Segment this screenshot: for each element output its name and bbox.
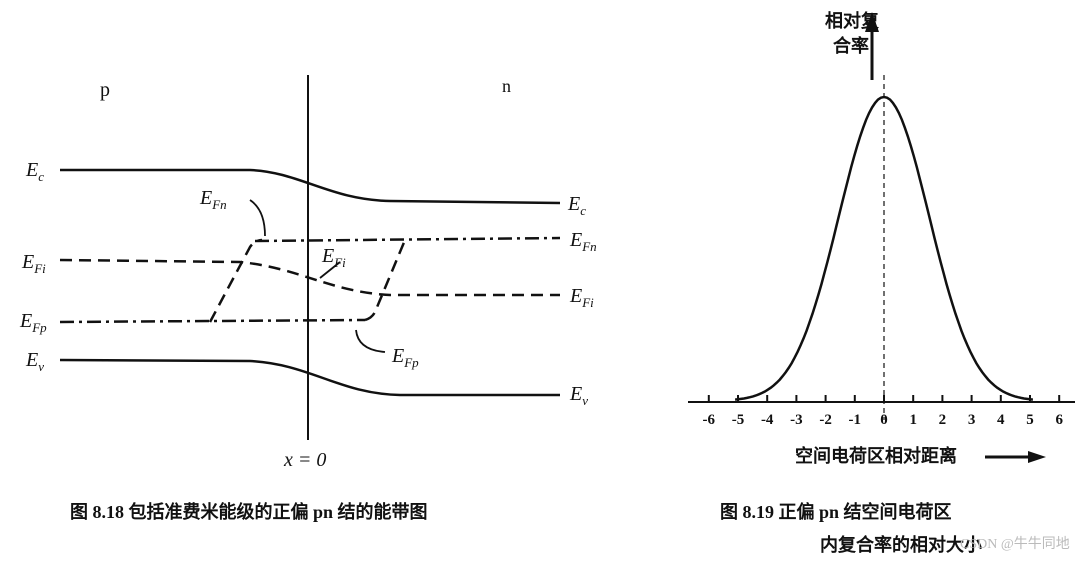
label-main: E [199, 187, 212, 209]
label-sub: Fn [211, 197, 226, 212]
callout [249, 199, 266, 237]
origin-label: x = 0 [283, 449, 326, 471]
callout [355, 329, 386, 353]
label-main: E [321, 245, 334, 267]
efp-line [59, 318, 366, 324]
recombination-diagram: 相对复 合率 空间电荷区相对距离 [688, 10, 1075, 466]
label-main: E [21, 251, 34, 273]
region-label: n [502, 76, 511, 96]
label-sub: c [38, 169, 44, 184]
level-label: EFi [21, 251, 46, 276]
efp-transition [364, 239, 407, 322]
label-main: E [19, 310, 32, 332]
tick-label: -2 [819, 412, 832, 428]
level-label: Ev [569, 383, 588, 408]
efn-transition [208, 238, 263, 323]
label-main: E [25, 159, 38, 181]
ev-line [59, 358, 560, 397]
tick-label: 2 [939, 412, 947, 428]
y-label: 相对复 [825, 10, 880, 31]
caption: 图 8.18 包括准费米能级的正偏 pn 结的能带图 [70, 501, 428, 522]
tick-label: -6 [703, 412, 716, 428]
tick-label: 3 [968, 412, 976, 428]
tick-label: -3 [790, 412, 803, 428]
tick-label: -1 [849, 412, 862, 428]
level-label: EFi [321, 245, 346, 270]
label-main: E [567, 193, 580, 215]
tick-label: 6 [1055, 412, 1063, 428]
level-label: EFp [391, 345, 419, 370]
label-main: E [569, 383, 582, 405]
label-sub: c [580, 203, 586, 218]
ec-line [60, 168, 561, 205]
tick-label: 4 [997, 412, 1005, 428]
y-label: 合率 [833, 35, 869, 56]
tick-label: -5 [732, 412, 745, 428]
rate-curve [734, 95, 1034, 401]
label-main: E [25, 349, 38, 371]
level-label: Ev [25, 349, 44, 374]
callout [319, 261, 341, 279]
caption: 图 8.19 正偏 pn 结空间电荷区 [720, 501, 952, 522]
label-main: E [391, 345, 404, 367]
label-main: E [569, 285, 582, 307]
tick-label: -4 [761, 412, 774, 428]
level-label: EFn [569, 229, 597, 254]
label-sub: Fp [31, 320, 47, 335]
label-sub: Fi [333, 255, 346, 270]
label-main: E [569, 229, 582, 251]
efi-line [59, 258, 560, 297]
level-label: EFn [199, 187, 227, 212]
level-label: Ec [25, 159, 44, 184]
arrow-head [1028, 451, 1046, 463]
label-sub: Fp [403, 355, 419, 370]
label-sub: Fi [33, 261, 46, 276]
band-diagram: p n x = 0 [59, 75, 561, 471]
label-sub: v [582, 393, 588, 408]
level-label: EFp [19, 310, 47, 335]
region-label: p [100, 79, 110, 101]
caption: 内复合率的相对大小 [820, 534, 982, 555]
label-sub: Fi [581, 295, 594, 310]
arrow-head [865, 12, 879, 32]
label-sub: v [38, 359, 44, 374]
level-label: EFi [569, 285, 594, 310]
tick-label: 5 [1026, 412, 1034, 428]
efn-line [254, 236, 561, 243]
label-sub: Fn [581, 239, 596, 254]
tick-label: 1 [909, 412, 917, 428]
x-label: 空间电荷区相对距离 [795, 445, 957, 466]
tick-label: 0 [880, 412, 888, 428]
level-label: Ec [567, 193, 586, 218]
watermark: CSDN @牛牛同地 [960, 536, 1070, 552]
